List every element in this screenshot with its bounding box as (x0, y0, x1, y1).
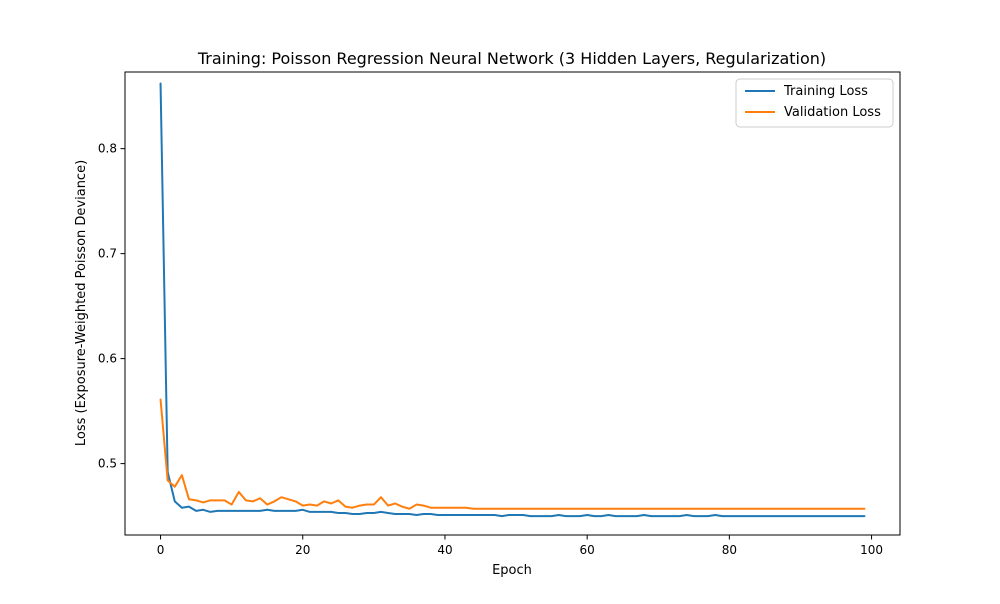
legend: Training Loss Validation Loss (735, 78, 894, 128)
legend-box (735, 78, 894, 128)
y-tick-label-0-7: 0.7 (98, 247, 117, 261)
series-layer (159, 82, 866, 518)
x-tick-label-100: 100 (860, 543, 883, 557)
y-axis: 0.5 0.6 0.7 0.8 (98, 142, 125, 471)
y-tick-label-0-6: 0.6 (98, 352, 117, 366)
y-tick-label-0-8: 0.8 (98, 142, 117, 156)
x-tick-label-20: 20 (295, 543, 310, 557)
legend-label-training-loss: Training Loss (783, 84, 868, 99)
chart-title: Training: Poisson Regression Neural Netw… (197, 49, 826, 68)
plot-frame (124, 71, 901, 536)
y-axis-label: Loss (Exposure-Weighted Poisson Deviance… (74, 160, 89, 446)
x-tick-label-80: 80 (722, 543, 737, 557)
y-tick-label-0-5: 0.5 (98, 457, 117, 471)
validation-loss-line (159, 398, 866, 510)
x-tick-label-40: 40 (437, 543, 452, 557)
legend-label-validation-loss: Validation Loss (784, 105, 881, 120)
training-loss-line (159, 82, 866, 518)
x-tick-label-0: 0 (157, 543, 165, 557)
x-axis: 0 20 40 60 80 100 (157, 535, 883, 557)
plot-area (124, 71, 901, 536)
x-tick-label-60: 60 (580, 543, 595, 557)
x-axis-label: Epoch (492, 563, 532, 578)
